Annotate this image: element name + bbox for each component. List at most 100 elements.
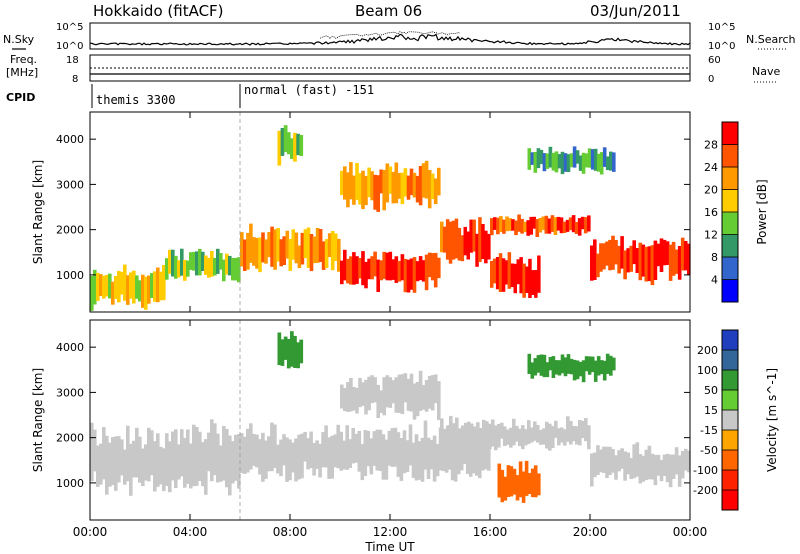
velocity-heatmap: [90, 331, 691, 503]
cpid-mode-themis: themis 3300: [96, 93, 175, 107]
nsearch-trace: [319, 31, 461, 40]
nsky-label: N.Sky: [3, 33, 35, 46]
power-band-9: [277, 125, 304, 166]
velocity-colorbar-swatch: [722, 350, 738, 371]
nsky-trace: [89, 33, 691, 46]
power-colorbar-swatch: [722, 144, 738, 168]
power-band-5: [490, 214, 591, 237]
velocity-band-6: [277, 331, 304, 369]
power-band-10: [527, 146, 616, 175]
power-colorbar-tick: 28: [704, 139, 718, 152]
power-colorbar-swatch: [722, 279, 738, 303]
velocity-colorbar-tick: -100: [693, 464, 718, 477]
nave-tick-top: 60: [708, 55, 721, 66]
power-band-8: [340, 160, 441, 212]
velocity-band-4: [497, 460, 541, 503]
x-tick-label: 04:00: [173, 525, 208, 539]
power-colorbar-tick: 8: [711, 251, 718, 264]
power-y-tick-label: 2000: [56, 224, 84, 237]
velocity-colorbar-tick: 200: [697, 344, 718, 357]
power-band-3: [340, 249, 441, 293]
freq-tick-bottom: 8: [72, 74, 78, 85]
cpid-label: CPID: [6, 91, 35, 104]
velocity-colorbar: 200 100 50 15 -15 -50 -100 -200: [693, 329, 739, 511]
velocity-colorbar-swatch: [722, 450, 738, 471]
x-tick-label: 12:00: [373, 525, 408, 539]
velocity-y-axis-label: Slant Range [km]: [31, 368, 45, 472]
power-colorbar-tick: 4: [711, 274, 718, 287]
velocity-colorbar-swatch: [722, 410, 738, 431]
power-y-axis-label: Slant Range [km]: [31, 160, 45, 264]
x-tick-label: 20:00: [573, 525, 608, 539]
velocity-colorbar-swatch: [722, 330, 738, 351]
nsearch-label: N.Search: [746, 33, 796, 46]
velocity-colorbar-label: Velocity [m s^-1]: [765, 368, 779, 472]
velocity-colorbar-swatch: [722, 490, 738, 511]
velocity-colorbar-swatch: [722, 430, 738, 451]
velocity-colorbar-swatch: [722, 390, 738, 411]
station-title: Hokkaido (fitACF): [93, 2, 224, 20]
power-y-tick-label: 3000: [56, 178, 84, 191]
freq-panel: [89, 54, 691, 82]
velocity-colorbar-tick: 100: [697, 364, 718, 377]
velocity-colorbar-tick: 50: [704, 384, 718, 397]
x-axis-title: Time UT: [364, 540, 415, 554]
nsearch-tick-top: 10^5: [708, 22, 735, 33]
velocity-panel: 1000 2000 3000 4000: [56, 319, 691, 521]
velocity-y-tick-label: 1000: [56, 477, 84, 490]
x-tick-label: 00:00: [73, 525, 108, 539]
nsky-tick-bottom: 10^0: [56, 41, 83, 52]
date-title: 03/Jun/2011: [590, 2, 681, 20]
nsky-panel: [89, 22, 691, 50]
velocity-band-0: [90, 419, 241, 496]
nsearch-tick-bottom: 10^0: [708, 41, 735, 52]
power-panel: 1000 2000 3000 4000: [56, 111, 691, 313]
velocity-y-tick-label: 3000: [56, 386, 84, 399]
power-colorbar-swatch: [722, 122, 738, 145]
power-band-7: [490, 252, 541, 298]
power-band-6: [590, 235, 691, 286]
power-colorbar-tick: 24: [704, 161, 718, 174]
power-colorbar-tick: 20: [704, 184, 718, 197]
power-heatmap: [90, 125, 691, 311]
cpid-mode-normal: normal (fast) -151: [244, 83, 374, 97]
power-colorbar-swatch: [722, 234, 738, 258]
freq-unit-label: [MHz]: [6, 66, 38, 79]
velocity-band-7: [527, 353, 616, 383]
power-colorbar-swatch: [722, 212, 738, 235]
velocity-colorbar-swatch: [722, 370, 738, 391]
nsky-tick-top: 10^5: [56, 22, 83, 33]
velocity-band-3: [590, 442, 691, 488]
velocity-colorbar-tick: -50: [700, 444, 718, 457]
x-tick-label: 16:00: [473, 525, 508, 539]
power-colorbar-swatch: [722, 257, 738, 280]
power-colorbar-label: Power [dB]: [755, 179, 769, 244]
power-band-1: [165, 248, 241, 283]
power-colorbar-tick: 12: [704, 229, 718, 242]
power-band-4: [440, 217, 491, 267]
power-y-tick-label: 4000: [56, 133, 84, 146]
velocity-band-5: [340, 370, 441, 421]
velocity-band-1: [240, 420, 491, 482]
velocity-y-tick-label: 4000: [56, 341, 84, 354]
power-colorbar-swatch: [722, 189, 738, 213]
power-y-tick-label: 1000: [56, 269, 84, 282]
velocity-colorbar-tick: -200: [693, 484, 718, 497]
velocity-band-2: [440, 415, 591, 451]
velocity-y-tick-label: 2000: [56, 432, 84, 445]
power-band-2: [240, 223, 341, 273]
velocity-colorbar-tick: -15: [700, 424, 718, 437]
freq-tick-top: 18: [66, 55, 79, 66]
velocity-colorbar-swatch: [722, 470, 738, 491]
power-colorbar-swatch: [722, 167, 738, 190]
x-tick-label: 00:00: [673, 525, 708, 539]
power-colorbar: 4 8 12 16 20 24 28: [704, 121, 739, 303]
power-colorbar-tick: 16: [704, 206, 718, 219]
nave-label: Nave: [752, 65, 780, 78]
x-tick-label: 08:00: [273, 525, 308, 539]
velocity-colorbar-tick: 15: [704, 404, 718, 417]
freq-label: Freq.: [10, 53, 37, 66]
nave-tick-bottom: 0: [708, 74, 714, 85]
